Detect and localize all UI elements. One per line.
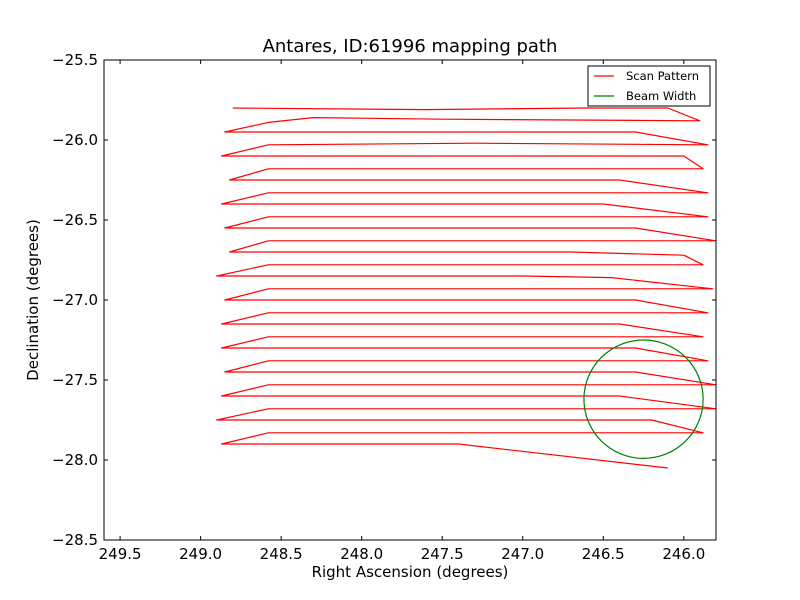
x-tick-label: 248.5 xyxy=(260,545,303,563)
y-tick-label: −28.0 xyxy=(52,451,98,469)
legend-label-scan-pattern: Scan Pattern xyxy=(626,69,699,83)
y-axis-label: Declination (degrees) xyxy=(24,219,42,381)
x-tick-label: 247.5 xyxy=(421,545,464,563)
x-tick-label: 246.5 xyxy=(582,545,625,563)
chart-title: Antares, ID:61996 mapping path xyxy=(263,36,558,57)
y-tick-label: −25.5 xyxy=(52,51,98,69)
x-axis: 249.5 249.0 248.5 248.0 247.5 247.0 246.5 246.0 xyxy=(99,60,705,563)
y-tick-label: −27.5 xyxy=(52,371,98,389)
beam-width-circle xyxy=(583,339,704,460)
y-axis: −25.5 −26.0 −26.5 −27.0 −27.5 −28.0 −28.5 xyxy=(52,51,716,549)
scan-pattern-line xyxy=(216,107,717,469)
y-tick-label: −28.5 xyxy=(52,531,98,549)
legend-label-beam-width: Beam Width xyxy=(626,89,696,103)
plot-content xyxy=(216,107,717,469)
x-axis-label: Right Ascension (degrees) xyxy=(312,563,509,581)
x-tick-label: 248.0 xyxy=(340,545,383,563)
y-tick-label: −26.5 xyxy=(52,211,98,229)
legend-box xyxy=(587,65,711,107)
x-tick-label: 249.0 xyxy=(179,545,222,563)
x-tick-label: 247.0 xyxy=(501,545,544,563)
y-tick-label: −26.0 xyxy=(52,131,98,149)
legend: Scan Pattern Beam Width xyxy=(587,65,711,107)
y-tick-label: −27.0 xyxy=(52,291,98,309)
x-tick-label: 249.5 xyxy=(99,545,142,563)
x-tick-label: 246.0 xyxy=(662,545,705,563)
